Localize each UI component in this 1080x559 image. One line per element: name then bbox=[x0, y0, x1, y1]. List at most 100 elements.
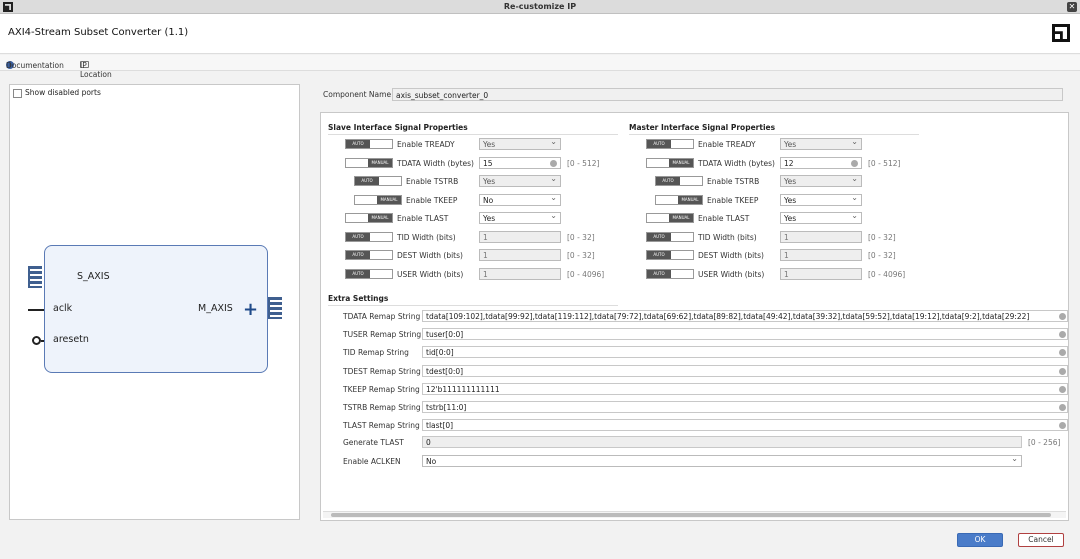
master-toggle-1[interactable]: MANUAL bbox=[646, 157, 694, 168]
show-disabled-ports[interactable]: Show disabled ports bbox=[13, 88, 101, 98]
extra-clear-icon[interactable] bbox=[1059, 313, 1066, 320]
slave-toggle-3[interactable]: MANUAL bbox=[354, 194, 402, 205]
extra-clear-icon[interactable] bbox=[1059, 349, 1066, 357]
slave-label-0: Enable TREADY bbox=[397, 140, 455, 149]
master-toggle-0[interactable]: AUTO bbox=[646, 139, 694, 149]
cancel-button[interactable]: Cancel bbox=[1018, 533, 1064, 547]
slave-toggle-knob: MANUAL bbox=[368, 214, 392, 222]
extra-clear-icon[interactable] bbox=[1059, 331, 1066, 339]
master-select-4[interactable]: Yes bbox=[780, 211, 862, 224]
extra-label-6: TLAST Remap String bbox=[343, 421, 420, 431]
m-axis-bus-icon bbox=[268, 297, 282, 319]
slave-input-value: 1 bbox=[483, 269, 488, 279]
slave-select-4[interactable]: Yes bbox=[479, 211, 561, 224]
extra-clear-icon[interactable] bbox=[1059, 367, 1066, 375]
horizontal-scrollbar[interactable] bbox=[323, 511, 1066, 518]
master-label-0: Enable TREADY bbox=[698, 140, 756, 149]
master-select-3[interactable]: Yes bbox=[780, 193, 862, 206]
master-input-5[interactable]: 1 bbox=[780, 230, 862, 243]
slave-label-4: Enable TLAST bbox=[397, 214, 449, 223]
extra-clear-icon[interactable] bbox=[1059, 385, 1066, 393]
slave-input-5[interactable]: 1 bbox=[479, 230, 561, 243]
component-name-field[interactable]: axis_subset_converter_0 bbox=[392, 88, 1063, 101]
master-toggle-2[interactable]: AUTO bbox=[655, 176, 703, 186]
slave-toggle-7[interactable]: AUTO bbox=[345, 268, 393, 279]
extra-input-5[interactable]: tstrb[11:0] bbox=[422, 401, 1068, 413]
master-label-3: Enable TKEEP bbox=[707, 195, 759, 205]
ok-button[interactable]: OK bbox=[957, 533, 1003, 547]
slave-toggle-2[interactable]: AUTO bbox=[354, 176, 402, 186]
slave-range-7: [0 - 4096] bbox=[567, 269, 605, 279]
slave-toggle-4[interactable]: MANUAL bbox=[345, 213, 393, 223]
extra-input-1[interactable]: tuser[0:0] bbox=[422, 328, 1068, 341]
master-select-0[interactable]: Yes bbox=[780, 137, 862, 150]
slave-toggle-knob: MANUAL bbox=[368, 158, 392, 167]
slave-select-2[interactable]: Yes bbox=[479, 174, 561, 187]
extra-input-6[interactable]: tlast[0] bbox=[422, 419, 1068, 432]
slave-toggle-1[interactable]: MANUAL bbox=[345, 157, 393, 168]
master-range-5: [0 - 32] bbox=[868, 232, 896, 242]
window-title: Re-customize IP bbox=[503, 2, 577, 11]
master-toggle-3[interactable]: MANUAL bbox=[655, 194, 703, 205]
dialog-header: AXI4-Stream Subset Converter (1.1) bbox=[0, 14, 1080, 54]
slave-clear-icon[interactable] bbox=[550, 159, 557, 167]
master-section-title: Master Interface Signal Properties bbox=[629, 123, 920, 135]
ip-block[interactable]: S_AXIS aclk aresetn M_AXIS + bbox=[44, 245, 268, 373]
master-toggle-4[interactable]: MANUAL bbox=[646, 213, 694, 223]
slave-label-1: TDATA Width (bytes) bbox=[397, 158, 474, 168]
slave-label-7: USER Width (bits) bbox=[397, 269, 464, 279]
close-icon[interactable]: ✕ bbox=[1067, 2, 1077, 12]
extra-clear-icon[interactable] bbox=[1059, 404, 1066, 411]
slave-label-2: Enable TSTRB bbox=[406, 177, 459, 186]
master-toggle-6[interactable]: AUTO bbox=[646, 250, 694, 260]
port-aresetn: aresetn bbox=[53, 334, 89, 345]
slave-label-5: TID Width (bits) bbox=[397, 232, 456, 242]
slave-toggle-0[interactable]: AUTO bbox=[345, 139, 393, 149]
master-toggle-knob: AUTO bbox=[647, 251, 671, 259]
extra-input-4[interactable]: 12'b111111111111 bbox=[422, 382, 1068, 395]
generate-tlast-input[interactable]: 0 bbox=[422, 436, 1022, 448]
app-logo-icon bbox=[3, 2, 13, 12]
slave-select-3[interactable]: No bbox=[479, 193, 561, 206]
extra-input-0[interactable]: tdata[109:102],tdata[99:92],tdata[119:11… bbox=[422, 310, 1068, 322]
m-axis-expand-icon[interactable]: + bbox=[243, 299, 259, 320]
enable-aclken-label: Enable ACLKEN bbox=[343, 457, 401, 466]
slave-select-0[interactable]: Yes bbox=[479, 137, 561, 150]
master-toggle-knob: AUTO bbox=[656, 177, 680, 185]
show-disabled-checkbox[interactable] bbox=[13, 88, 22, 98]
slave-range-6: [0 - 32] bbox=[567, 251, 595, 260]
slave-input-6[interactable]: 1 bbox=[479, 249, 561, 261]
master-input-7[interactable]: 1 bbox=[780, 267, 862, 280]
aclk-wire bbox=[28, 309, 44, 311]
master-input-value: 1 bbox=[784, 251, 789, 260]
extra-input-value: 12'b111111111111 bbox=[426, 384, 500, 394]
slave-input-7[interactable]: 1 bbox=[479, 267, 561, 280]
enable-aclken-select[interactable]: No bbox=[422, 454, 1022, 467]
master-toggle-7[interactable]: AUTO bbox=[646, 268, 694, 279]
master-toggle-knob: AUTO bbox=[647, 232, 671, 241]
master-select-2[interactable]: Yes bbox=[780, 174, 862, 187]
master-input-6[interactable]: 1 bbox=[780, 249, 862, 261]
master-label-2: Enable TSTRB bbox=[707, 177, 760, 186]
master-input-1[interactable]: 12 bbox=[780, 156, 862, 169]
extra-clear-icon[interactable] bbox=[1059, 422, 1066, 430]
slave-toggle-6[interactable]: AUTO bbox=[345, 250, 393, 260]
extra-input-value: tid[0:0] bbox=[426, 348, 454, 358]
folder-icon bbox=[80, 61, 89, 68]
extra-input-3[interactable]: tdest[0:0] bbox=[422, 364, 1068, 377]
master-toggle-5[interactable]: AUTO bbox=[646, 231, 694, 242]
master-toggle-knob: MANUAL bbox=[678, 195, 702, 204]
master-input-value: 12 bbox=[784, 158, 794, 168]
master-clear-icon[interactable] bbox=[851, 159, 858, 167]
slave-toggle-5[interactable]: AUTO bbox=[345, 231, 393, 242]
slave-range-5: [0 - 32] bbox=[567, 232, 595, 242]
master-range-1: [0 - 512] bbox=[868, 158, 901, 168]
master-label-1: TDATA Width (bytes) bbox=[698, 158, 775, 168]
extra-input-2[interactable]: tid[0:0] bbox=[422, 346, 1068, 359]
slave-input-value: 15 bbox=[483, 158, 493, 168]
slave-input-1[interactable]: 15 bbox=[479, 156, 561, 169]
master-input-value: 1 bbox=[784, 232, 789, 242]
master-label-5: TID Width (bits) bbox=[698, 232, 757, 242]
scrollbar-thumb[interactable] bbox=[331, 513, 1051, 517]
component-name-label: Component Name bbox=[323, 90, 392, 99]
